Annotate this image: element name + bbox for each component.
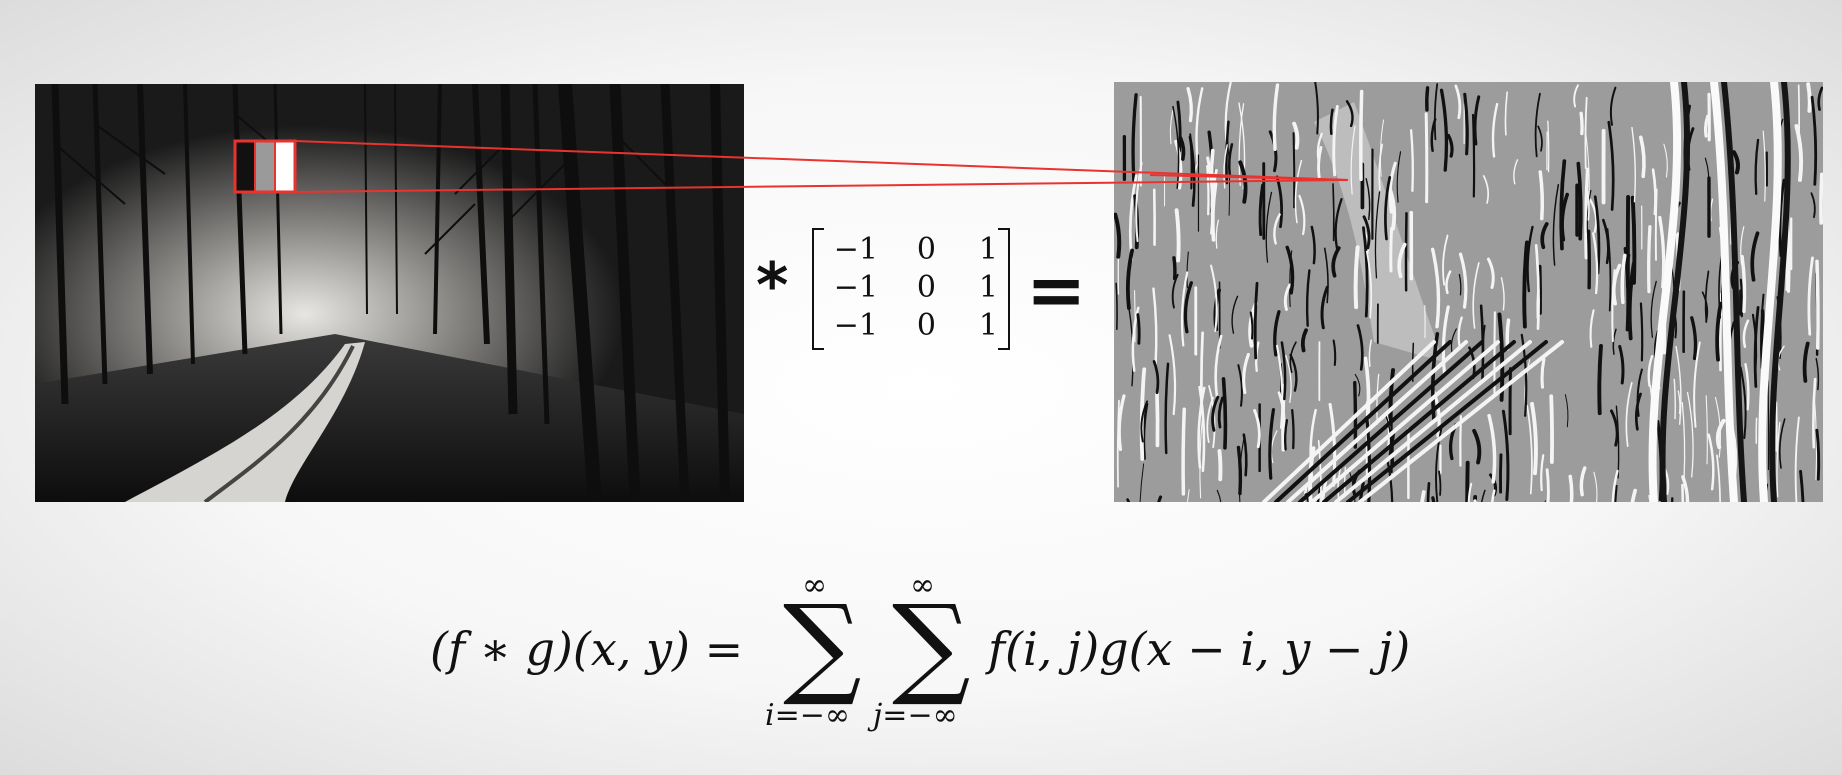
kernel-window [233,139,297,194]
kernel-table: −1 0 1 −1 0 1 −1 0 1 [826,230,998,344]
sum2-upper-limit: ∞ [910,568,935,603]
sum1-upper-limit: ∞ [802,568,827,603]
kernel-row: −1 0 1 [826,230,998,268]
convolution-operator: * [756,249,789,322]
kernel-cell: 1 [978,231,998,267]
kernel-row: −1 0 1 [826,268,998,306]
kernel-cell: −1 [833,269,878,305]
kernel-cell: 1 [978,269,998,305]
kernel-cell: 0 [916,269,936,305]
sum2-symbol: ∑ [892,581,971,709]
kernel-cell: −1 [833,231,878,267]
sum1-symbol: ∑ [783,581,862,709]
formula-rhs: f(i, j)g(x − i, y − j) [988,622,1411,676]
right-bracket [998,228,1010,350]
left-bracket [812,228,824,350]
sum2-lower-limit: j=−∞ [873,698,958,733]
equals-sign: = [1026,248,1087,332]
kernel-cell: 0 [916,231,936,267]
convolution-formula: (f ∗ g)(x, y) = ∞ ∑ i=−∞ ∞ ∑ j=−∞ f(i, j… [430,562,1430,737]
kernel-cell: 1 [978,307,998,343]
kernel-cell: 0 [916,307,936,343]
kernel-cell: −1 [833,307,878,343]
sum1-lower-limit: i=−∞ [765,698,850,733]
kernel-matrix: −1 0 1 −1 0 1 −1 0 1 [812,228,1010,350]
forest-road-photo [35,84,744,502]
edge-detected-image [1114,82,1823,502]
formula-lhs: (f ∗ g)(x, y) = [430,622,744,676]
kernel-row: −1 0 1 [826,306,998,344]
